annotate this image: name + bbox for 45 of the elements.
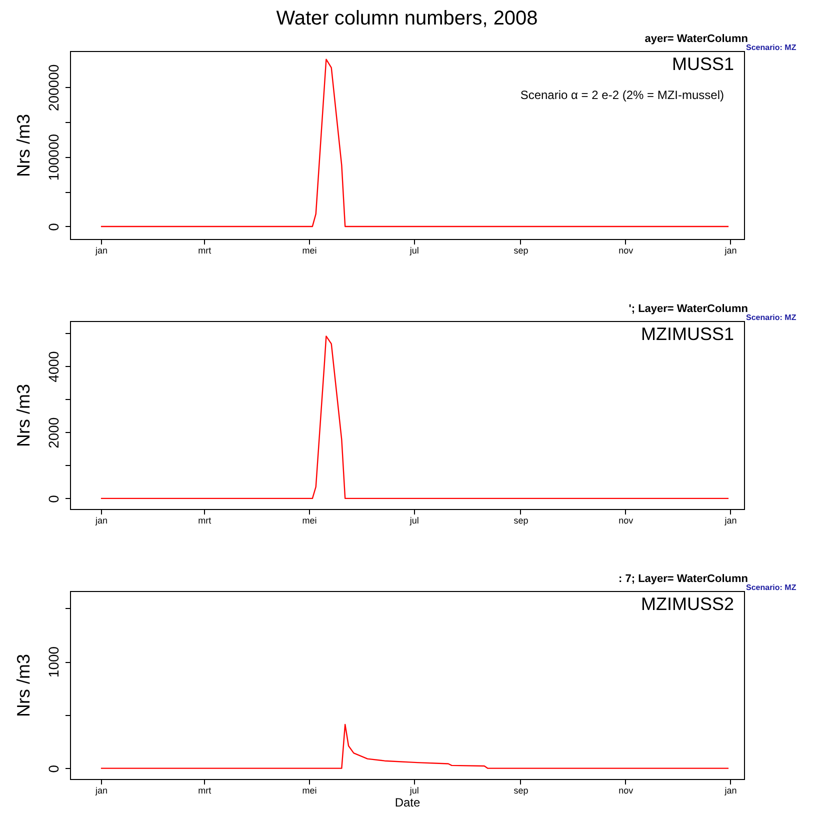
text: ayer= WaterColumn — [644, 33, 748, 45]
x-tick-label: nov — [618, 786, 634, 796]
text: : 7; Layer= WaterColumn — [618, 573, 748, 585]
x-tick-label: jan — [724, 246, 737, 256]
x-tick-label: jul — [408, 516, 419, 526]
x-tick-label: nov — [618, 516, 634, 526]
annotation: MZIMUSS2 — [640, 594, 734, 614]
y-axis-title: Nrs /m3 — [14, 384, 34, 447]
x-tick-label: sep — [514, 246, 528, 256]
text: Scenario: MZ — [746, 583, 796, 592]
chart-title: Water column numbers, 2008 — [276, 8, 538, 30]
annotation: Scenario α = 2 e-2 (2% = MZI-mussel) — [520, 88, 724, 102]
x-tick-label: mei — [302, 786, 317, 796]
text: Scenario: MZ — [746, 43, 796, 52]
y-tick-label: 4000 — [46, 350, 62, 382]
x-tick-label: sep — [514, 786, 528, 796]
y-tick-label: 2000 — [46, 417, 62, 448]
y-axis-title: Nrs /m3 — [14, 114, 34, 177]
x-tick-label: jan — [724, 786, 737, 796]
text: Scenario: MZ — [746, 313, 796, 322]
x-tick-label: nov — [618, 246, 634, 256]
annotation: MUSS1 — [672, 54, 734, 74]
y-tick-label: 0 — [46, 222, 62, 231]
x-tick-label: jul — [408, 786, 419, 796]
x-tick-label: mei — [302, 516, 317, 526]
y-tick-label: 0 — [46, 764, 62, 773]
y-tick-label: 1000 — [46, 646, 62, 678]
y-axis-title: Nrs /m3 — [14, 654, 34, 717]
x-tick-label: mei — [302, 246, 317, 256]
annotation: MZIMUSS1 — [640, 324, 734, 344]
y-tick-label: 0 — [46, 494, 62, 503]
x-tick-label: jan — [94, 786, 108, 796]
text: '; Layer= WaterColumn — [628, 303, 748, 315]
x-tick-label: jan — [94, 246, 108, 256]
x-tick-label: mrt — [198, 246, 212, 256]
x-tick-label: jan — [94, 516, 108, 526]
y-tick-label: 100000 — [46, 134, 62, 181]
x-tick-label: sep — [514, 516, 528, 526]
y-tick-label: 200000 — [46, 64, 62, 112]
x-tick-label: jan — [724, 516, 737, 526]
line-series — [100, 724, 730, 769]
x-tick-label: mrt — [198, 786, 212, 796]
x-tick-label: mrt — [198, 516, 212, 526]
x-axis-title: Date — [394, 796, 420, 810]
x-tick-label: jul — [408, 246, 419, 256]
